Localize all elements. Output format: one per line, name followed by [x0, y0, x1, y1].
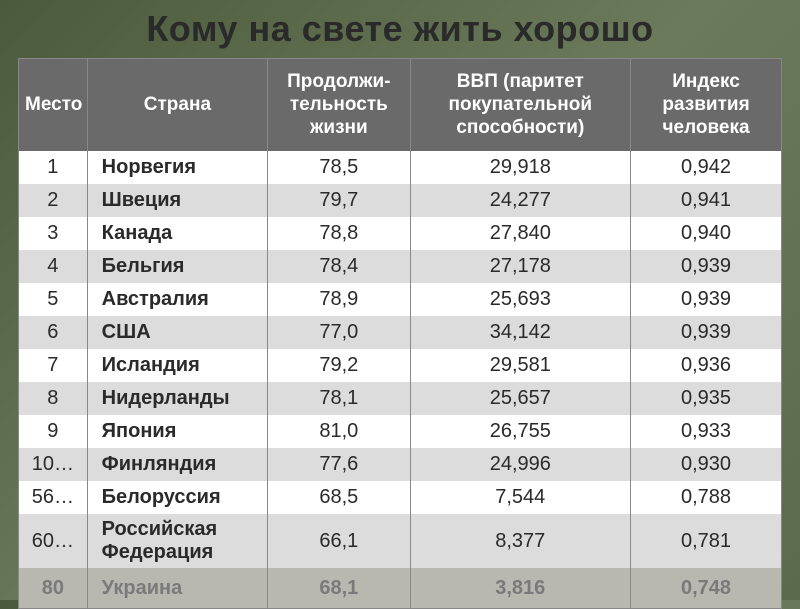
table-row: 7Исландия79,229,5810,936: [19, 349, 781, 382]
cell-hdi: 0,748: [631, 568, 781, 608]
col-header-country: Страна: [87, 59, 267, 151]
cell-gdp: 24,996: [410, 448, 631, 481]
cell-gdp: 29,581: [410, 349, 631, 382]
cell-hdi: 0,930: [631, 448, 781, 481]
table-row: 80Украина68,13,8160,748: [19, 568, 781, 608]
cell-country: Норвегия: [87, 151, 267, 184]
table-row: 60…Российская Федерация66,18,3770,781: [19, 514, 781, 568]
cell-life: 78,4: [268, 250, 410, 283]
cell-hdi: 0,788: [631, 481, 781, 514]
table-row: 2Швеция79,724,2770,941: [19, 184, 781, 217]
data-table-container: Место Страна Продолжи-тельность жизни ВВ…: [18, 58, 782, 609]
cell-hdi: 0,781: [631, 514, 781, 568]
cell-life: 79,2: [268, 349, 410, 382]
cell-hdi: 0,942: [631, 151, 781, 184]
cell-rank: 80: [19, 568, 87, 608]
cell-rank: 8: [19, 382, 87, 415]
cell-life: 68,5: [268, 481, 410, 514]
cell-hdi: 0,935: [631, 382, 781, 415]
cell-rank: 9: [19, 415, 87, 448]
cell-gdp: 24,277: [410, 184, 631, 217]
cell-life: 78,8: [268, 217, 410, 250]
cell-rank: 1: [19, 151, 87, 184]
col-header-hdi: Индекс развития человека: [631, 59, 781, 151]
cell-hdi: 0,936: [631, 349, 781, 382]
cell-gdp: 8,377: [410, 514, 631, 568]
cell-hdi: 0,933: [631, 415, 781, 448]
table-header-row: Место Страна Продолжи-тельность жизни ВВ…: [19, 59, 781, 151]
cell-life: 78,5: [268, 151, 410, 184]
cell-country: Украина: [87, 568, 267, 608]
cell-life: 66,1: [268, 514, 410, 568]
cell-country: Канада: [87, 217, 267, 250]
cell-gdp: 34,142: [410, 316, 631, 349]
cell-hdi: 0,939: [631, 250, 781, 283]
cell-rank: 10…: [19, 448, 87, 481]
cell-country: Финляндия: [87, 448, 267, 481]
cell-country: США: [87, 316, 267, 349]
cell-gdp: 25,693: [410, 283, 631, 316]
cell-gdp: 27,178: [410, 250, 631, 283]
cell-gdp: 26,755: [410, 415, 631, 448]
cell-rank: 5: [19, 283, 87, 316]
cell-life: 78,1: [268, 382, 410, 415]
cell-country: Нидерланды: [87, 382, 267, 415]
col-header-life: Продолжи-тельность жизни: [268, 59, 410, 151]
cell-life: 81,0: [268, 415, 410, 448]
cell-life: 68,1: [268, 568, 410, 608]
cell-country: Российская Федерация: [87, 514, 267, 568]
col-header-rank: Место: [19, 59, 87, 151]
table-body: 1Норвегия78,529,9180,9422Швеция79,724,27…: [19, 151, 781, 608]
table-row: 4Бельгия78,427,1780,939: [19, 250, 781, 283]
table-row: 5Австралия78,925,6930,939: [19, 283, 781, 316]
cell-country: Исландия: [87, 349, 267, 382]
table-row: 1Норвегия78,529,9180,942: [19, 151, 781, 184]
cell-gdp: 29,918: [410, 151, 631, 184]
cell-life: 79,7: [268, 184, 410, 217]
table-row: 56…Белоруссия68,57,5440,788: [19, 481, 781, 514]
cell-hdi: 0,940: [631, 217, 781, 250]
cell-gdp: 7,544: [410, 481, 631, 514]
cell-gdp: 27,840: [410, 217, 631, 250]
page-title: Кому на свете жить хорошо: [18, 8, 782, 50]
cell-rank: 4: [19, 250, 87, 283]
cell-life: 78,9: [268, 283, 410, 316]
cell-rank: 7: [19, 349, 87, 382]
cell-country: Бельгия: [87, 250, 267, 283]
table-row: 9Япония81,026,7550,933: [19, 415, 781, 448]
data-table: Место Страна Продолжи-тельность жизни ВВ…: [19, 59, 781, 608]
cell-rank: 60…: [19, 514, 87, 568]
cell-country: Австралия: [87, 283, 267, 316]
cell-gdp: 3,816: [410, 568, 631, 608]
cell-rank: 2: [19, 184, 87, 217]
cell-rank: 56…: [19, 481, 87, 514]
cell-life: 77,6: [268, 448, 410, 481]
cell-rank: 6: [19, 316, 87, 349]
table-row: 6США77,034,1420,939: [19, 316, 781, 349]
cell-hdi: 0,941: [631, 184, 781, 217]
cell-rank: 3: [19, 217, 87, 250]
cell-hdi: 0,939: [631, 283, 781, 316]
cell-country: Швеция: [87, 184, 267, 217]
col-header-gdp: ВВП (паритет покупательной способности): [410, 59, 631, 151]
table-row: 10…Финляндия77,624,9960,930: [19, 448, 781, 481]
cell-hdi: 0,939: [631, 316, 781, 349]
table-row: 8Нидерланды78,125,6570,935: [19, 382, 781, 415]
cell-country: Белоруссия: [87, 481, 267, 514]
cell-gdp: 25,657: [410, 382, 631, 415]
cell-life: 77,0: [268, 316, 410, 349]
table-row: 3Канада78,827,8400,940: [19, 217, 781, 250]
cell-country: Япония: [87, 415, 267, 448]
